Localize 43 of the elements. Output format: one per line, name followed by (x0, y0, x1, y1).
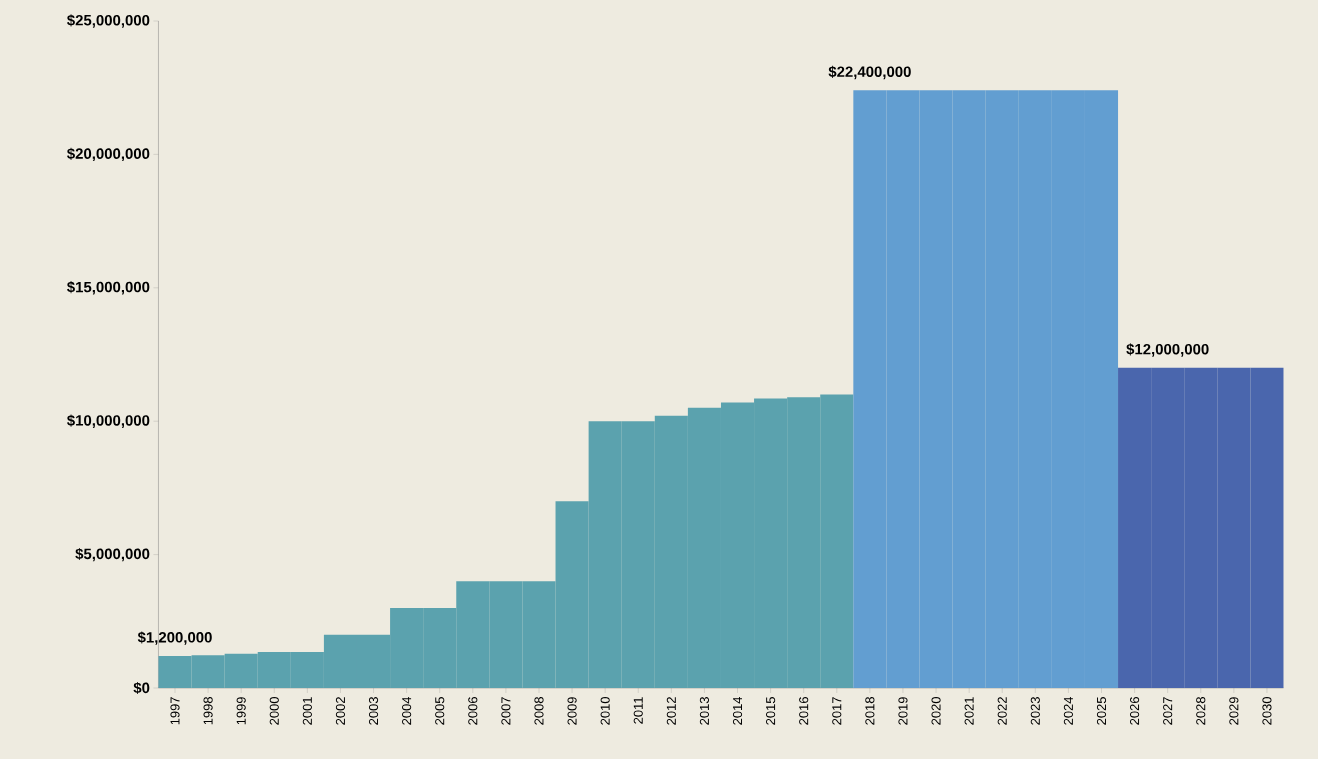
x-tick-label: 2007 (501, 697, 511, 725)
x-tick-label: 2025 (1096, 697, 1107, 725)
x-tick-label: 2014 (732, 696, 743, 725)
x-tick-label: 2016 (799, 697, 809, 725)
x-tick-label: 2003 (368, 697, 379, 725)
x-tick-label: 2005 (435, 697, 445, 725)
x-tick-label: 1998 (203, 697, 213, 725)
x-tick-label: 2009 (567, 697, 577, 725)
y-tick-label: $20,000,000 (67, 147, 150, 162)
y-tick-label: $5,000,000 (75, 547, 150, 562)
x-tick-label: 1997 (170, 697, 180, 725)
x-tick-label: 2021 (964, 697, 974, 725)
x-tick-label: 2013 (699, 697, 710, 725)
x-tick-label: 2024 (1063, 696, 1073, 725)
x-tick-label: 2027 (1163, 697, 1173, 725)
y-tick-label: $25,000,000 (67, 14, 150, 28)
data-label: $1,200,000 (137, 631, 212, 645)
x-tick-label: 2017 (832, 697, 842, 725)
x-tick-label: 2028 (1196, 697, 1206, 725)
x-tick-label: 2001 (302, 697, 312, 725)
data-label: $12,000,000 (1126, 343, 1209, 357)
y-tick-label: $15,000,000 (67, 281, 150, 295)
x-tick-label: 2026 (1130, 697, 1140, 725)
x-tick-label: 2004 (402, 696, 412, 725)
x-tick-label: 2020 (931, 697, 941, 725)
x-tick-label: 2012 (666, 697, 676, 725)
x-tick-label: 2018 (865, 697, 875, 725)
x-tick-label: 2019 (898, 697, 908, 725)
data-label: $22,400,000 (828, 65, 911, 80)
x-tick-label: 1999 (236, 697, 246, 725)
y-tick-label: $10,000,000 (67, 414, 150, 428)
x-tick-label: 2015 (766, 697, 776, 725)
x-tick-label: 2030 (1262, 697, 1272, 725)
x-tick-label: 2002 (335, 697, 346, 725)
y-tick-label: $0 (133, 681, 150, 695)
x-tick-label: 2006 (468, 697, 478, 725)
x-tick-label: 2010 (600, 697, 610, 725)
x-tick-label: 2011 (633, 697, 643, 724)
x-tick-label: 2022 (997, 697, 1007, 725)
x-tick-label: 2029 (1229, 697, 1239, 725)
x-tick-label: 2023 (1030, 697, 1040, 725)
x-tick-label: 2000 (269, 697, 279, 725)
x-tick-label: 2008 (534, 697, 544, 725)
